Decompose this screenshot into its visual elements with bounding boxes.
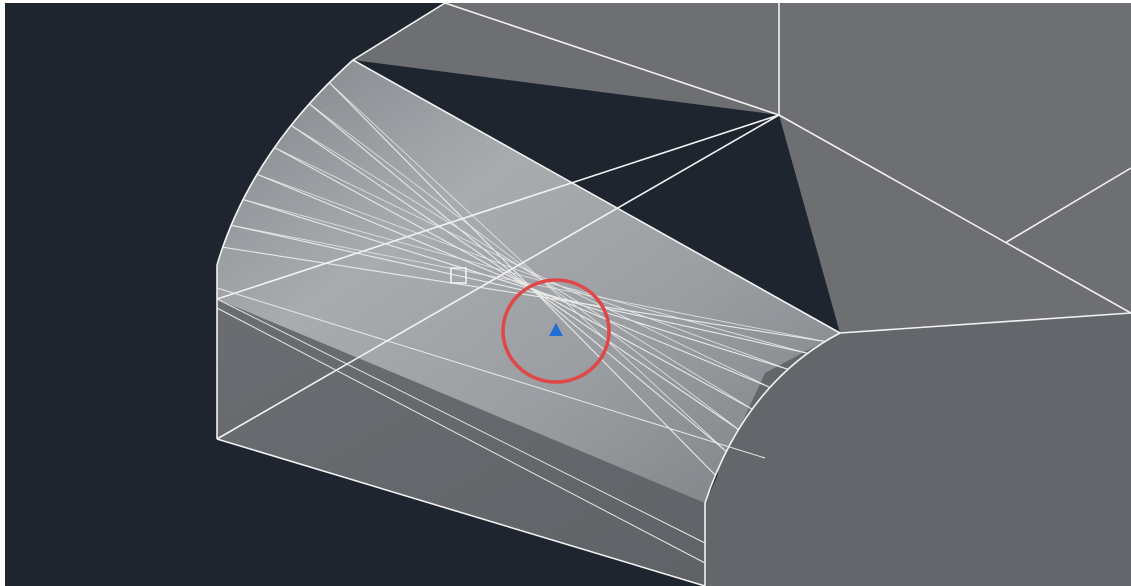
highlight-circle xyxy=(501,278,611,384)
tessellation-line xyxy=(242,199,808,354)
drawing-viewport[interactable] xyxy=(5,3,1131,586)
tessellation-line xyxy=(231,224,808,354)
tessellation-lines xyxy=(216,82,826,564)
tessellation-line xyxy=(290,124,739,430)
tessellation-line xyxy=(216,307,706,564)
tessellation-line xyxy=(231,224,826,342)
tessellation-line xyxy=(308,103,727,452)
triangle-grip-icon[interactable] xyxy=(549,323,563,336)
tessellation-line xyxy=(256,173,771,388)
tessellation-line xyxy=(328,82,716,476)
tessellation-line xyxy=(256,173,789,370)
tessellation-line xyxy=(216,298,706,544)
fillet-end-cap-face xyxy=(705,313,1131,586)
tessellation-line xyxy=(309,103,739,430)
tessellation-line xyxy=(290,125,753,410)
tessellation-line xyxy=(216,287,766,459)
solid-model[interactable] xyxy=(217,3,1131,586)
solid-top-face xyxy=(353,3,1131,333)
tessellation-line xyxy=(274,147,753,410)
solid-front-face xyxy=(217,299,705,586)
model-edges xyxy=(216,3,1131,586)
square-pickbox-icon xyxy=(450,267,467,284)
tessellation-line xyxy=(328,82,727,452)
tessellation-line xyxy=(222,246,826,342)
tessellation-line xyxy=(242,198,789,370)
